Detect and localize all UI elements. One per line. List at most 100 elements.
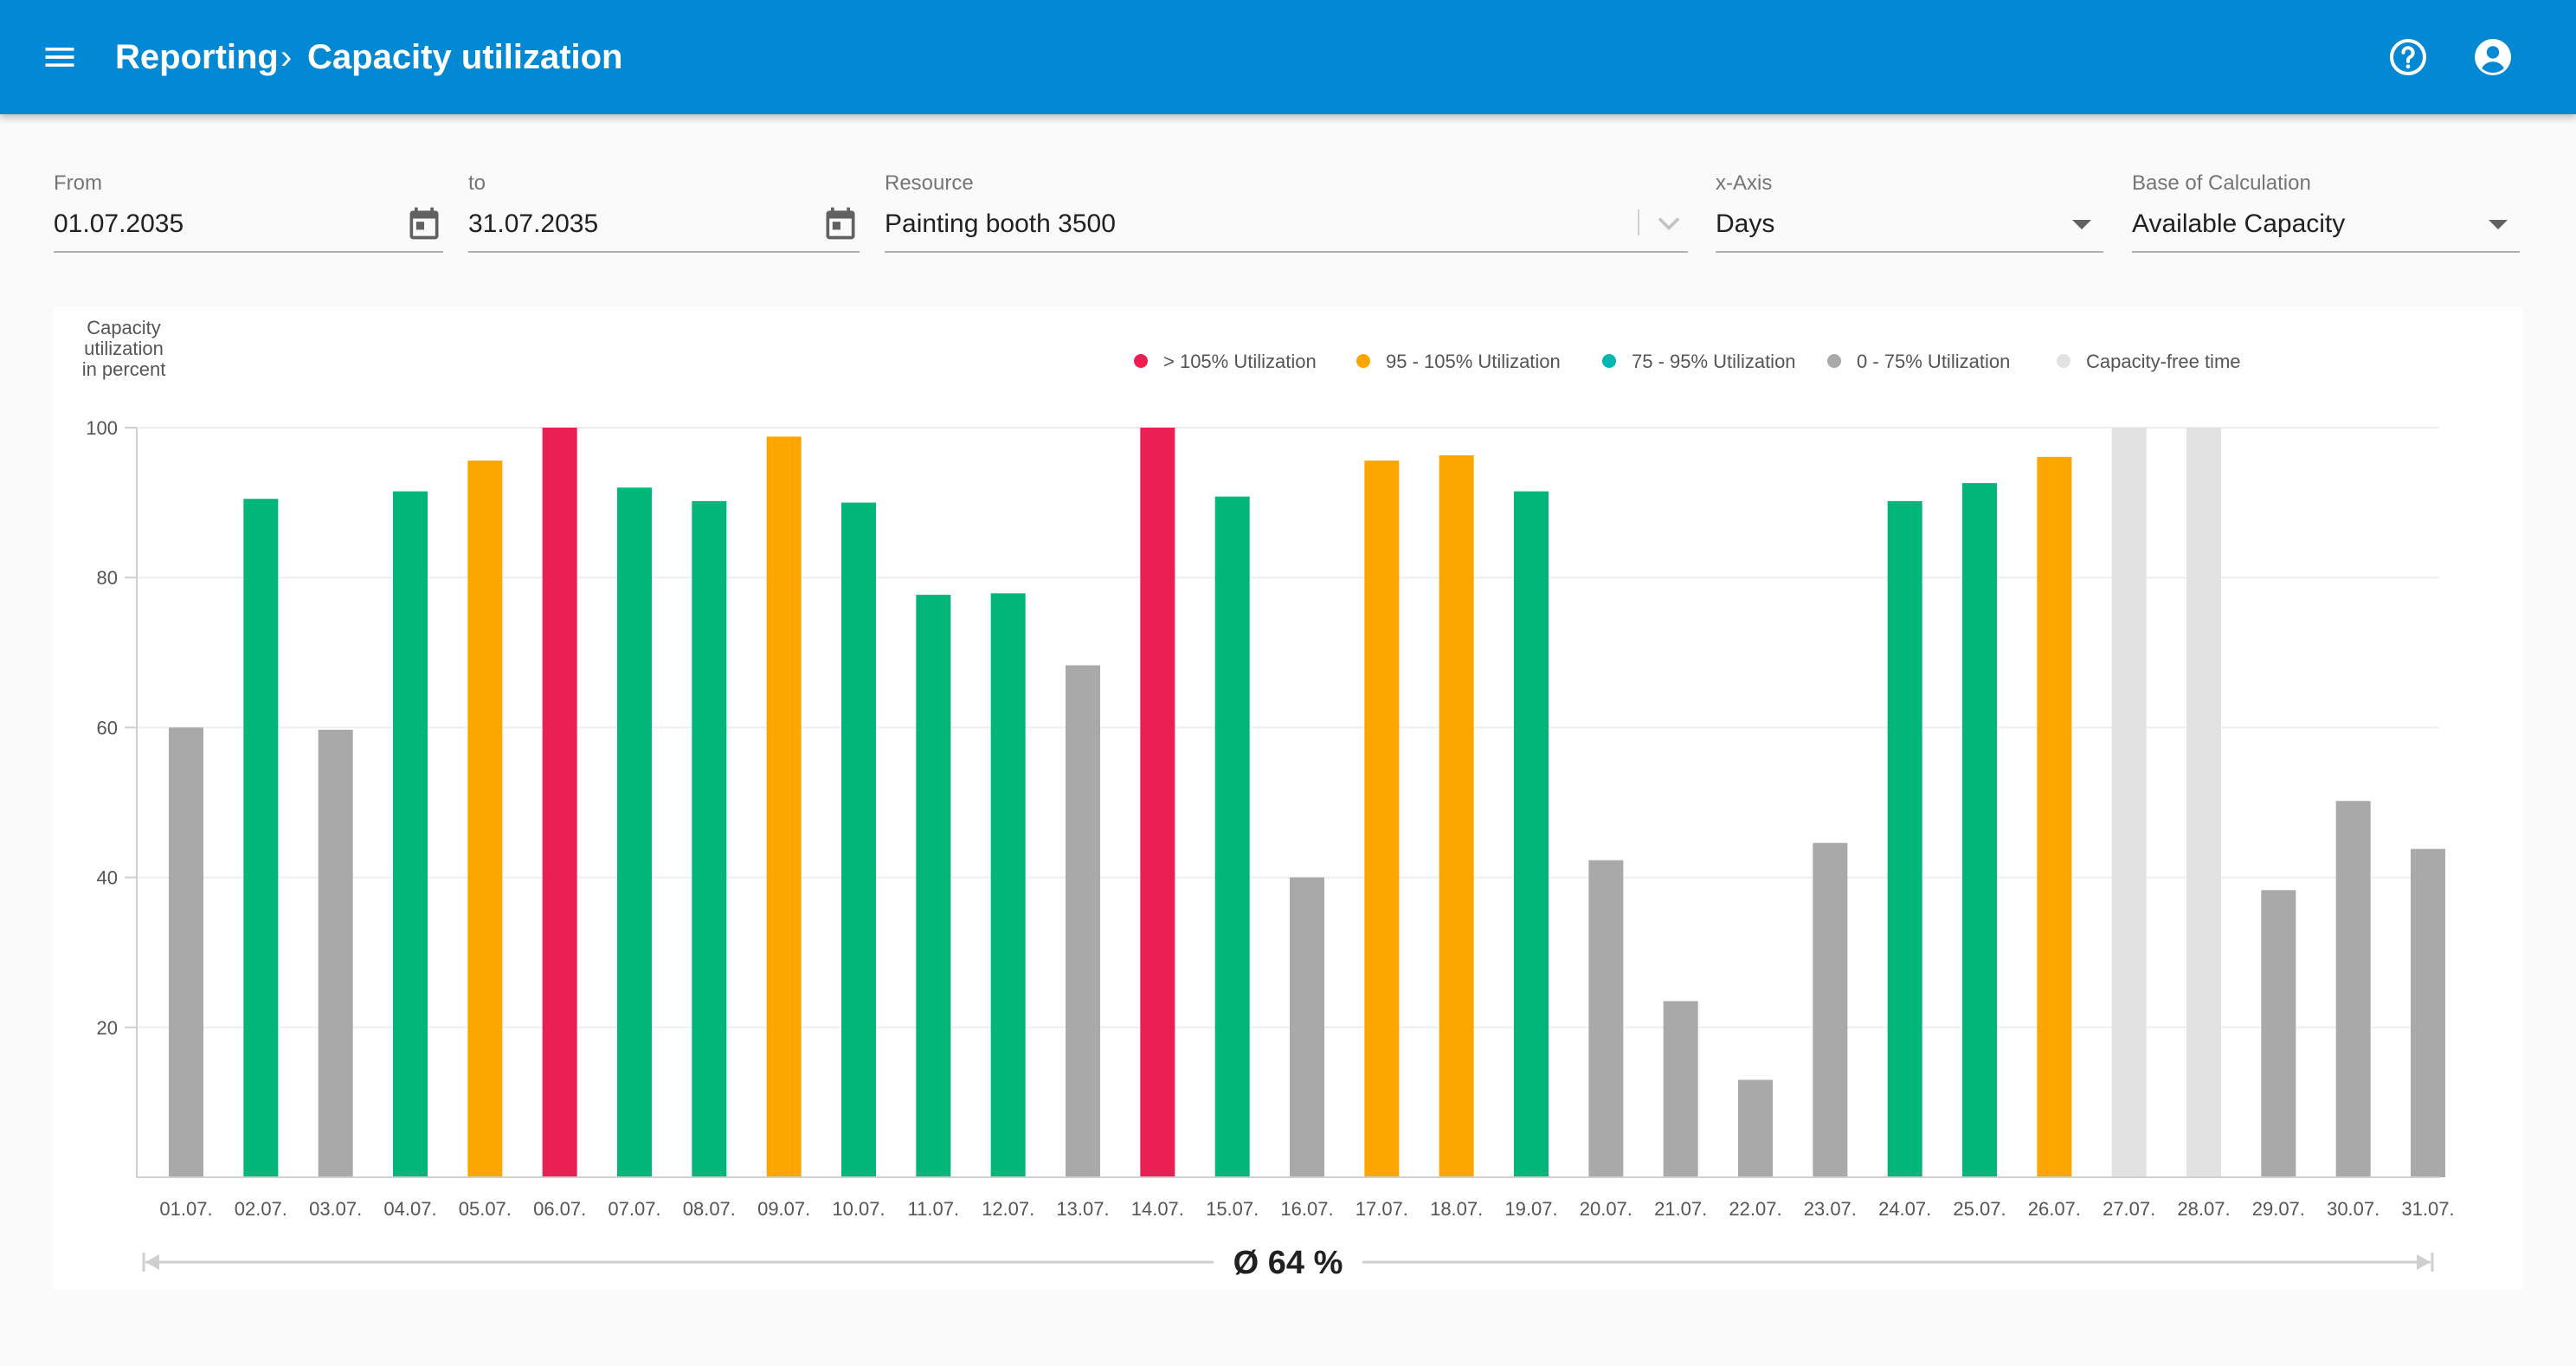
calendar-icon[interactable] (821, 204, 860, 242)
chart-bar (916, 595, 951, 1177)
x-tick-label: 10.07. (832, 1198, 885, 1220)
average-label: Ø 64 % (1233, 1245, 1343, 1281)
help-icon[interactable] (2387, 36, 2429, 78)
chart-legend: > 105% Utilization 95 - 105% Utilization 7… (1134, 351, 2241, 372)
chart-bar (1140, 428, 1175, 1177)
x-tick-label: 12.07. (982, 1198, 1034, 1220)
base-of-calculation-select[interactable]: Base of Calculation Available Capacity (2132, 164, 2520, 253)
y-axis-ticks: 20 40 60 80 100 (86, 417, 137, 1039)
y-tick-label: 40 (97, 867, 118, 889)
x-tick-label: 27.07. (2103, 1198, 2155, 1220)
legend-dot (1356, 354, 1370, 368)
chart-bar (617, 487, 652, 1177)
legend-label: 95 - 105% Utilization (1386, 351, 1561, 372)
x-tick-label: 20.07. (1580, 1198, 1633, 1220)
to-date-value[interactable]: 31.07.2035 (468, 209, 599, 238)
resource-label: Resource (885, 171, 974, 195)
y-tick-label: 60 (97, 717, 118, 738)
x-tick-label: 02.07. (235, 1198, 287, 1220)
legend-label: 75 - 95% Utilization (1632, 351, 1796, 372)
resource-select[interactable]: Resource Painting booth 3500 (885, 164, 1688, 253)
chart-bar (169, 727, 203, 1177)
legend-dot (1134, 354, 1148, 368)
resource-value[interactable]: Painting booth 3500 (885, 209, 1116, 238)
menu-icon[interactable] (40, 38, 80, 76)
y-tick-label: 100 (86, 417, 118, 439)
breadcrumb-reporting[interactable]: Reporting (115, 38, 279, 76)
x-tick-label: 22.07. (1729, 1198, 1781, 1220)
chart-bars (169, 428, 2445, 1178)
x-tick-label: 14.07. (1131, 1198, 1184, 1220)
legend-label: 0 - 75% Utilization (1857, 351, 2010, 372)
chevron-down-icon[interactable] (1650, 204, 1688, 242)
x-tick-label: 24.07. (1878, 1198, 1931, 1220)
x-tick-label: 07.07. (608, 1198, 660, 1220)
chart-bar (2037, 456, 2072, 1177)
from-date-field[interactable]: From 01.07.2035 (54, 164, 443, 253)
chart-bar (1738, 1079, 1773, 1177)
x-tick-label: 08.07. (683, 1198, 736, 1220)
chart-bar (542, 428, 577, 1177)
chart-bar (467, 461, 503, 1177)
chart-bar (1066, 665, 1100, 1177)
x-tick-label: 15.07. (1206, 1198, 1259, 1220)
chart-card: Capacity utilization in percent > 105% U… (54, 306, 2522, 1290)
from-label: From (54, 171, 102, 195)
y-tick-label: 80 (97, 567, 118, 589)
dropdown-arrow-icon[interactable] (2072, 220, 2091, 229)
from-date-value[interactable]: 01.07.2035 (54, 209, 184, 238)
x-tick-label: 01.07. (159, 1198, 212, 1220)
base-value[interactable]: Available Capacity (2132, 209, 2346, 238)
x-tick-label: 25.07. (1953, 1198, 2006, 1220)
x-tick-label: 28.07. (2177, 1198, 2230, 1220)
x-tick-label: 16.07. (1280, 1198, 1333, 1220)
x-tick-label: 21.07. (1654, 1198, 1707, 1220)
chart-bar (1813, 842, 1848, 1177)
base-label: Base of Calculation (2132, 171, 2311, 195)
chart-bar (1364, 461, 1400, 1177)
x-tick-label: 29.07. (2252, 1198, 2305, 1220)
resource-underline (885, 251, 1688, 253)
y-tick-label: 20 (97, 1017, 118, 1039)
y-axis-title-line: utilization (84, 338, 164, 359)
x-tick-label: 05.07. (459, 1198, 512, 1220)
app-bar: Reporting › Capacity utilization (0, 0, 2576, 114)
average-arrow-right (2417, 1254, 2431, 1270)
x-axis-value[interactable]: Days (1716, 209, 1775, 238)
chart-bar (2111, 428, 2147, 1177)
legend-dot (1827, 354, 1841, 368)
dropdown-arrow-icon[interactable] (2489, 220, 2508, 229)
chart-bar (766, 436, 802, 1178)
chart-bar (990, 593, 1026, 1177)
to-date-field[interactable]: to 31.07.2035 (468, 164, 860, 253)
x-tick-label: 31.07. (2401, 1198, 2454, 1220)
calendar-icon[interactable] (405, 204, 443, 242)
chart-bar (1962, 483, 1997, 1177)
chart-bar (2335, 801, 2371, 1177)
y-axis-title-line: in percent (82, 358, 166, 380)
chart-bar (2186, 428, 2221, 1177)
chart-bar (841, 502, 876, 1177)
chart-bar (2261, 890, 2296, 1177)
breadcrumb-separator: › (280, 38, 293, 76)
x-tick-label: 13.07. (1056, 1198, 1109, 1220)
chart-bar (1588, 860, 1624, 1177)
chart-bar (1214, 496, 1250, 1177)
account-icon[interactable] (2472, 36, 2514, 78)
resource-divider (1638, 209, 1639, 235)
from-underline (54, 251, 443, 253)
legend-dot (2057, 354, 2070, 368)
page-title: Capacity utilization (307, 38, 623, 76)
chart-bar (393, 491, 428, 1177)
legend-label: > 105% Utilization (1163, 351, 1317, 372)
chart-bar (2411, 848, 2445, 1177)
x-tick-label: 09.07. (757, 1198, 810, 1220)
legend-dot (1602, 354, 1616, 368)
x-tick-label: 03.07. (309, 1198, 362, 1220)
chart-bar (243, 499, 279, 1177)
chart-bar (1290, 877, 1324, 1177)
x-axis-labels: 01.07. 02.07. 03.07. 04.07. 05.07. 06.07. 07.0… (159, 1198, 2454, 1220)
x-axis-select[interactable]: x-Axis Days (1716, 164, 2103, 253)
chart-axes (136, 428, 2439, 1178)
x-tick-label: 18.07. (1430, 1198, 1483, 1220)
